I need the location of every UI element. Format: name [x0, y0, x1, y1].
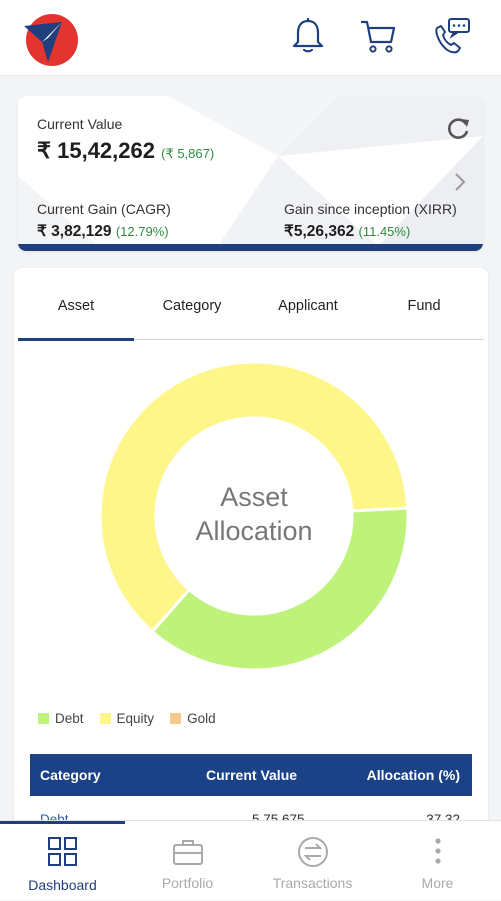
current-value-change: (₹ 5,867): [161, 146, 215, 161]
current-gain: ₹ 3,82,129 (12.79%): [37, 222, 169, 241]
nav-more[interactable]: More: [375, 821, 500, 901]
support-chat-icon[interactable]: [432, 16, 472, 56]
current-value: ₹ 15,42,262 (₹ 5,867): [37, 138, 214, 164]
chart-center-label-line1: Asset: [220, 482, 288, 512]
donut-slice-equity[interactable]: [98, 360, 410, 634]
nav-dashboard[interactable]: Dashboard: [0, 821, 125, 901]
transfer-arrows-icon: [298, 837, 328, 867]
legend-swatch: [170, 712, 182, 724]
portfolio-summary-card[interactable]: Current Value ₹ 15,42,262 (₹ 5,867) Curr…: [18, 96, 483, 251]
inception-gain-label: Gain since inception (XIRR): [284, 201, 457, 217]
cart-icon[interactable]: [358, 16, 398, 56]
background-pattern: [18, 96, 483, 246]
current-gain-amount: ₹ 3,82,129: [37, 223, 112, 240]
current-gain-label: Current Gain (CAGR): [37, 201, 171, 217]
allocation-tabs: Asset Category Applicant Fund: [18, 268, 484, 341]
legend-label: Gold: [187, 710, 216, 726]
current-value-amount: ₹ 15,42,262: [37, 138, 155, 163]
legend-label: Debt: [55, 710, 84, 726]
legend-label: Equity: [116, 710, 155, 726]
col-header-category: Category: [40, 767, 101, 783]
col-header-allocation: Allocation (%): [366, 767, 460, 783]
legend-swatch: [99, 712, 111, 724]
chevron-right-icon[interactable]: [453, 171, 467, 193]
nav-label: More: [421, 875, 454, 891]
nav-label: Transactions: [272, 875, 353, 891]
col-header-current-value: Current Value: [206, 767, 298, 783]
tab-applicant[interactable]: Applicant: [278, 298, 338, 314]
dashboard-grid-icon: [48, 837, 77, 866]
nav-label: Portfolio: [161, 875, 214, 891]
legend-swatch: [38, 712, 49, 724]
chart-legend: Debt Equity Gold: [38, 708, 216, 728]
nav-portfolio[interactable]: Portfolio: [125, 821, 250, 901]
tab-category[interactable]: Category: [162, 298, 222, 314]
top-app-bar: [0, 0, 501, 76]
nav-transactions[interactable]: Transactions: [250, 821, 375, 901]
asset-allocation-donut-chart: Asset Allocation: [98, 360, 410, 672]
inception-gain: ₹5,26,362 (11.45%): [284, 222, 410, 241]
tab-fund[interactable]: Fund: [407, 298, 441, 314]
allocation-card: Asset Category Applicant Fund Asset Allo…: [14, 268, 488, 888]
bell-icon[interactable]: [288, 16, 328, 56]
refresh-icon[interactable]: [445, 116, 471, 142]
legend-item-gold[interactable]: Gold: [170, 711, 216, 726]
legend-item-debt[interactable]: Debt: [38, 711, 84, 726]
logo-icon[interactable]: [22, 12, 78, 68]
donut-slice-debt[interactable]: [150, 506, 410, 672]
inception-gain-amount: ₹5,26,362: [284, 223, 355, 240]
table-header: Category Current Value Allocation (%): [30, 754, 472, 796]
briefcase-icon: [173, 840, 203, 865]
current-value-label: Current Value: [37, 116, 123, 132]
bottom-navigation: Dashboard Portfolio Transactions More: [0, 820, 501, 900]
more-dots-icon: [435, 838, 441, 864]
card-accent-bar: [18, 244, 483, 251]
tab-asset[interactable]: Asset: [18, 268, 134, 341]
nav-label: Dashboard: [28, 877, 97, 893]
inception-gain-pct: (11.45%): [358, 224, 411, 239]
current-gain-pct: (12.79%): [115, 224, 169, 239]
chart-center-label-line2: Allocation: [195, 516, 312, 546]
legend-item-equity[interactable]: Equity: [99, 710, 155, 726]
